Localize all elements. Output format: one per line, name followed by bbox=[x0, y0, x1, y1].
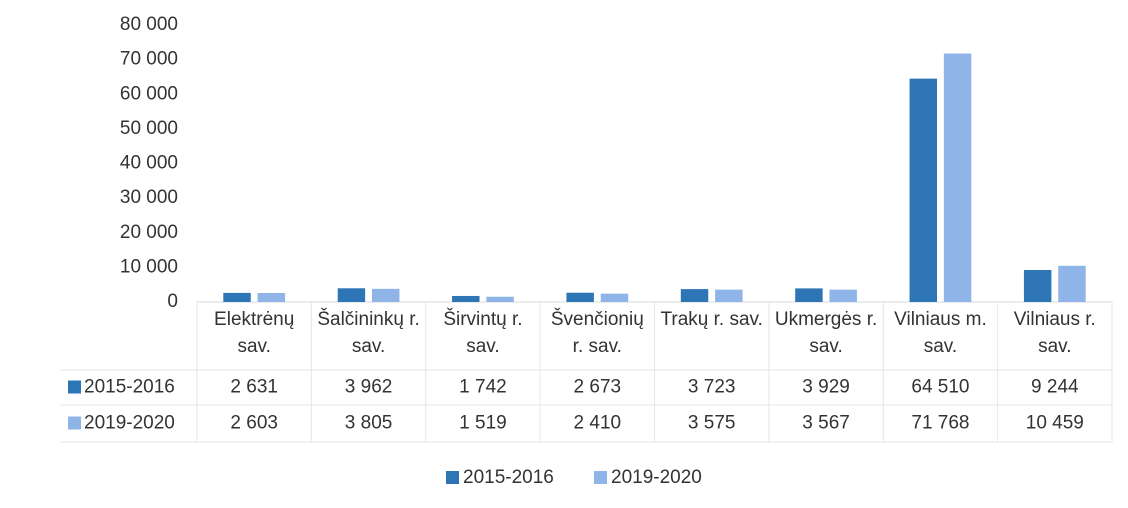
bar bbox=[223, 292, 251, 302]
bar bbox=[715, 289, 743, 302]
bar bbox=[829, 289, 857, 302]
table-legend-label: 2015-2016 bbox=[84, 377, 175, 398]
table-value: 2 673 bbox=[574, 377, 622, 398]
bar bbox=[795, 288, 823, 302]
x-tick-label: Vilniaus m. sav. bbox=[894, 309, 987, 357]
x-tick-label: Trakų r. sav. bbox=[660, 309, 763, 330]
bar bbox=[566, 292, 594, 302]
y-tick-label: 50 000 bbox=[120, 118, 178, 139]
bar bbox=[337, 288, 366, 302]
bar bbox=[486, 296, 514, 302]
bar bbox=[909, 78, 938, 302]
y-tick-label: 60 000 bbox=[120, 83, 178, 104]
bar bbox=[680, 289, 709, 302]
legend-label: 2019-2020 bbox=[611, 467, 702, 488]
bar bbox=[452, 295, 480, 302]
bar bbox=[371, 288, 400, 302]
x-tick-label: Šalčininkų r. sav. bbox=[317, 309, 420, 357]
y-tick-label: 0 bbox=[167, 291, 178, 312]
table-value: 64 510 bbox=[911, 377, 969, 398]
bar bbox=[600, 293, 629, 302]
table-value: 3 962 bbox=[345, 377, 393, 398]
table-value: 3 805 bbox=[345, 413, 393, 434]
table-value: 1 742 bbox=[459, 377, 507, 398]
y-tick-label: 40 000 bbox=[120, 153, 178, 174]
table-value: 9 244 bbox=[1031, 377, 1079, 398]
table-legend-swatch bbox=[68, 416, 81, 430]
table-value: 10 459 bbox=[1026, 413, 1084, 434]
table-value: 3 567 bbox=[802, 413, 850, 434]
table-value: 3 929 bbox=[802, 377, 850, 398]
x-tick-label: Vilniaus r. sav. bbox=[1013, 309, 1096, 357]
legend-swatch bbox=[446, 471, 459, 484]
x-tick-label: Ukmergės r. sav. bbox=[774, 309, 878, 357]
x-tick-label: Elektrėnų sav. bbox=[214, 309, 295, 357]
y-tick-label: 80 000 bbox=[120, 14, 178, 35]
y-tick-label: 30 000 bbox=[120, 187, 178, 208]
table-value: 1 519 bbox=[459, 413, 507, 434]
table-value: 3 723 bbox=[688, 377, 736, 398]
table-value: 3 575 bbox=[688, 413, 736, 434]
y-tick-label: 10 000 bbox=[120, 256, 178, 277]
legend-swatch bbox=[594, 471, 607, 484]
table-legend-swatch bbox=[68, 380, 81, 394]
table-value: 2 603 bbox=[230, 413, 278, 434]
y-tick-label: 70 000 bbox=[120, 49, 178, 70]
bar bbox=[943, 53, 972, 303]
table-value: 2 631 bbox=[230, 377, 278, 398]
bar bbox=[257, 292, 286, 302]
table-value: 2 410 bbox=[574, 413, 622, 434]
bar bbox=[1023, 269, 1052, 302]
legend-label: 2015-2016 bbox=[463, 467, 554, 488]
x-tick-label: Širvintų r. sav. bbox=[443, 309, 523, 357]
x-tick-label: Švenčionių r. sav. bbox=[550, 309, 644, 357]
bar bbox=[1058, 265, 1086, 302]
y-tick-label: 20 000 bbox=[120, 222, 178, 243]
table-value: 71 768 bbox=[911, 413, 969, 434]
table-legend-label: 2019-2020 bbox=[84, 413, 175, 434]
